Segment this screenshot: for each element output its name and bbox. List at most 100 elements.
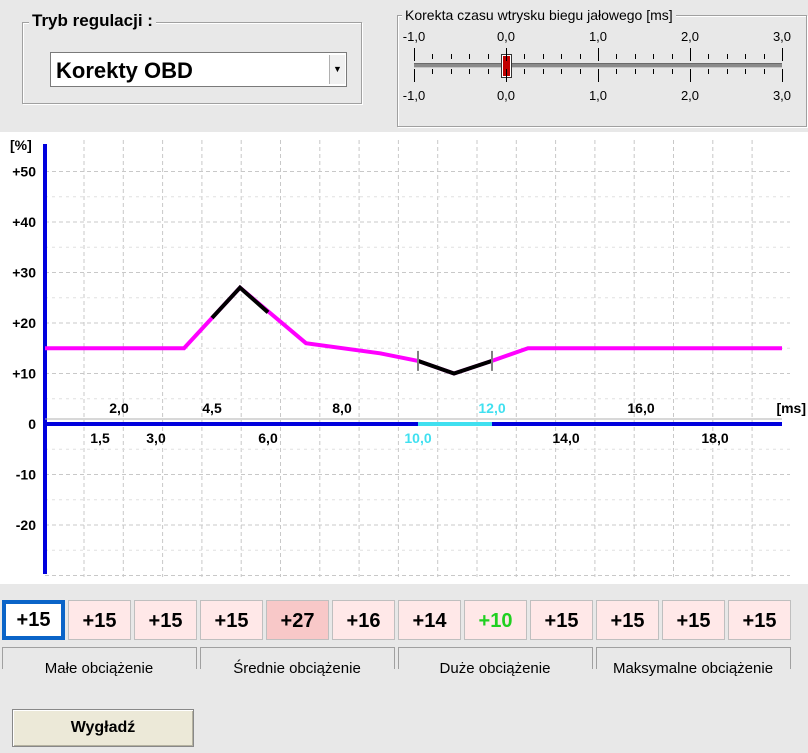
x-tick-label-lower: 18,0 [701, 430, 728, 446]
correction-cell[interactable]: +15 [200, 600, 263, 640]
x-tick-label-upper: 4,5 [202, 400, 222, 416]
slider-tick [616, 54, 618, 59]
slider-tick [524, 54, 526, 59]
slider-tick [524, 69, 526, 74]
x-tick-label-lower: 14,0 [552, 430, 579, 446]
slider-tick [690, 48, 691, 61]
correction-cell[interactable]: +10 [464, 600, 527, 640]
slider-tick [782, 48, 783, 61]
correction-cell[interactable]: +14 [398, 600, 461, 640]
slider-tick [432, 54, 434, 59]
slider-tick [598, 69, 599, 82]
slider-tick [726, 54, 728, 59]
slider-tick [671, 69, 673, 74]
correction-cell[interactable]: +15 [2, 600, 65, 640]
slider-tick [653, 54, 655, 59]
load-separator [394, 647, 395, 669]
slider-tick [469, 69, 471, 74]
x-axis-label: [ms] [776, 400, 806, 416]
load-label: Duże obciążenie [398, 647, 592, 677]
slider-tick [506, 48, 507, 61]
idle-correction-title: Korekta czasu wtrysku biegu jałowego [ms… [402, 7, 676, 23]
correction-cell[interactable]: +15 [68, 600, 131, 640]
x-tick-label-upper: 16,0 [627, 400, 654, 416]
x-tick-label-upper: 12,0 [478, 400, 505, 416]
slider-tick [432, 69, 434, 74]
idle-correction-group: Korekta czasu wtrysku biegu jałowego [ms… [397, 7, 807, 127]
slider-tick [414, 48, 415, 61]
slider-tick [579, 54, 581, 59]
mode-select[interactable]: Korekty OBD ▼ [50, 52, 347, 87]
series-active-segment [417, 358, 493, 376]
load-separator [592, 647, 593, 669]
load-separator [200, 647, 201, 669]
slider-tick-label-top: 3,0 [772, 29, 792, 44]
slider-tick-label-bottom: 0,0 [496, 88, 516, 103]
correction-cell[interactable]: +15 [728, 600, 791, 640]
slider-tick [763, 54, 765, 59]
y-tick-label: -10 [16, 467, 36, 483]
correction-cell[interactable]: +15 [134, 600, 197, 640]
x-tick-label-lower: 6,0 [258, 430, 278, 446]
y-tick-label: -20 [16, 517, 36, 533]
slider-tick [708, 69, 710, 74]
mode-group: Tryb regulacji : Korekty OBD ▼ [22, 11, 362, 104]
correction-cell[interactable]: +15 [662, 600, 725, 640]
slider-tick [782, 69, 783, 82]
correction-cell[interactable]: +15 [530, 600, 593, 640]
series-active-segment [210, 284, 270, 320]
slider-tick-label-top: 1,0 [588, 29, 608, 44]
y-tick-label: +50 [12, 164, 36, 180]
load-label: Maksymalne obciążenie [596, 647, 790, 677]
slider-tick [487, 54, 489, 59]
slider-tick [487, 69, 489, 74]
slider-tick [542, 54, 544, 59]
correction-cell[interactable]: +15 [596, 600, 659, 640]
slider-tick [671, 54, 673, 59]
x-tick-label-upper: 2,0 [109, 400, 129, 416]
slider-tick [763, 69, 765, 74]
slider-tick [561, 54, 563, 59]
x-tick-label-upper: 8,0 [332, 400, 352, 416]
load-label: Średnie obciążenie [200, 647, 394, 677]
slider-tick [450, 54, 452, 59]
load-separator [196, 647, 197, 669]
slider-tick-label-top: 0,0 [496, 29, 516, 44]
y-tick-label: +20 [12, 315, 36, 331]
load-label: Małe obciążenie [2, 647, 196, 677]
load-separator [398, 647, 399, 669]
correction-chart[interactable]: [%] +50 +40 +30 +20 +10 0 -10 -20 [ms] 2,0 4,5 8,0 12… [0, 132, 808, 584]
slider-tick [414, 69, 415, 82]
slider-tick [726, 69, 728, 74]
slider-tick [653, 69, 655, 74]
slider-tick [450, 69, 452, 74]
slider-tick [634, 54, 636, 59]
y-axis-label: [%] [10, 137, 32, 153]
chart-svg: [%] +50 +40 +30 +20 +10 0 -10 -20 [ms] 2,0 4,5 8,0 12… [10, 137, 806, 577]
mode-title: Tryb regulacji : [29, 11, 156, 31]
correction-cell[interactable]: +16 [332, 600, 395, 640]
chevron-down-icon[interactable]: ▼ [329, 55, 345, 84]
mode-select-value: Korekty OBD [56, 58, 193, 83]
y-tick-label: +40 [12, 214, 36, 230]
y-tick-label: 0 [28, 416, 36, 432]
slider-tick-label-bottom: -1,0 [402, 88, 426, 103]
slider-tick [616, 69, 618, 74]
slider-tick [598, 48, 599, 61]
slider-tick [542, 69, 544, 74]
load-separator [790, 647, 791, 669]
slider-track[interactable] [414, 63, 782, 68]
slider-tick [561, 69, 563, 74]
smooth-button[interactable]: Wygładź [12, 709, 194, 747]
x-tick-label-lower: 1,5 [90, 430, 110, 446]
slider-tick-label-top: -1,0 [402, 29, 426, 44]
load-separator [596, 647, 597, 669]
x-tick-label-lower: 3,0 [146, 430, 166, 446]
slider-tick [690, 69, 691, 82]
correction-cell[interactable]: +27 [266, 600, 329, 640]
slider-tick [708, 54, 710, 59]
slider-tick [579, 69, 581, 74]
y-tick-label: +30 [12, 265, 36, 281]
x-tick-label-lower: 10,0 [404, 430, 431, 446]
slider-tick [506, 69, 507, 82]
